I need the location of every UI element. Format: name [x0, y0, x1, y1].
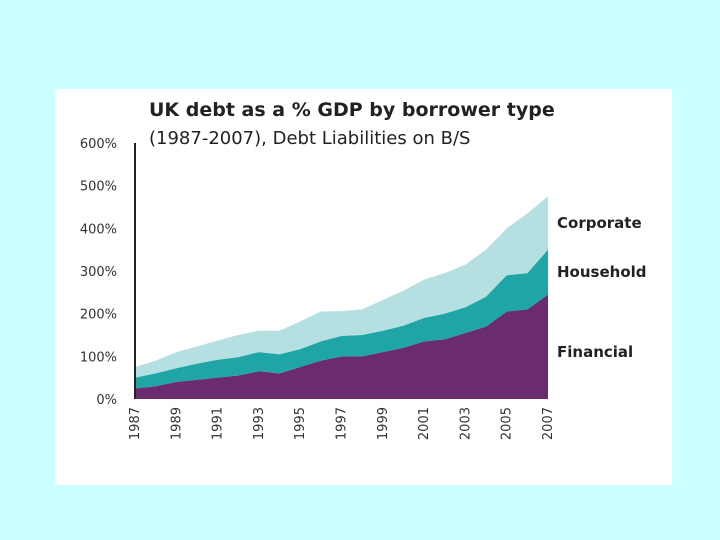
- area-corporate: [135, 196, 548, 378]
- area-series-group: [135, 196, 548, 399]
- x-tick-label: 1989: [169, 407, 184, 440]
- stacked-area-chart: UK debt as a % GDP by borrower type (198…: [80, 99, 647, 440]
- x-tick-label: 1997: [335, 407, 350, 440]
- y-tick-label: 300%: [80, 265, 117, 280]
- x-tick-label: 2003: [458, 407, 473, 440]
- chart-subtitle: (1987-2007), Debt Liabilities on B/S: [149, 128, 470, 149]
- area-household: [135, 249, 548, 389]
- y-tick-label: 100%: [80, 350, 117, 365]
- x-tick-label: 2005: [500, 407, 515, 440]
- x-tick-label: 1991: [211, 407, 226, 440]
- x-tick-labels: 1987 1989 1991 1993 1995 1997 1999 2001 2003 2005…: [128, 407, 556, 440]
- chart-panel: UK debt as a % GDP by borrower type (198…: [55, 89, 672, 485]
- y-tick-label: 200%: [80, 308, 117, 323]
- y-tick-label: 400%: [80, 222, 117, 237]
- series-label-corporate: Corporate: [557, 214, 642, 232]
- y-tick-label: 0%: [96, 393, 117, 408]
- y-tick-label: 600%: [80, 137, 117, 152]
- x-tick-label: 2007: [541, 407, 556, 440]
- x-tick-label: 1995: [293, 407, 308, 440]
- x-tick-label: 2001: [417, 407, 432, 440]
- series-label-financial: Financial: [557, 343, 633, 361]
- y-tick-label: 500%: [80, 180, 117, 195]
- x-tick-label: 1987: [128, 407, 143, 440]
- x-tick-label: 1993: [252, 407, 267, 440]
- area-financial: [135, 294, 548, 399]
- series-labels: Financial Household Corporate: [557, 214, 647, 361]
- series-label-household: Household: [557, 263, 647, 281]
- chart-title: UK debt as a % GDP by borrower type: [149, 99, 555, 121]
- y-tick-labels: 600% 500% 400% 300% 200% 100% 0%: [80, 137, 117, 408]
- x-tick-label: 1999: [376, 407, 391, 440]
